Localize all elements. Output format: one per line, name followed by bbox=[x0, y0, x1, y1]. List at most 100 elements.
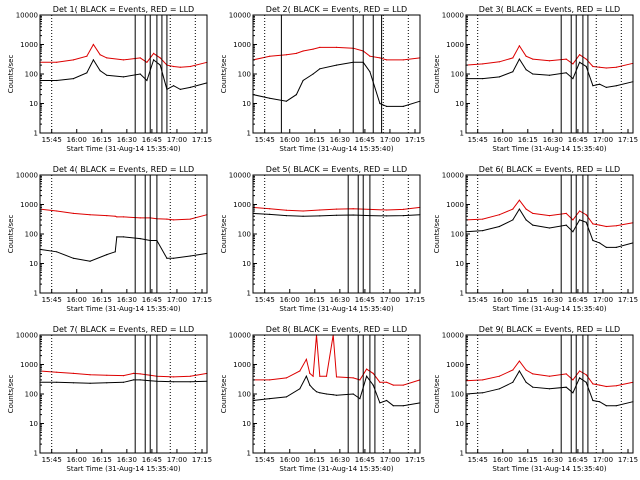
y-tick-label: 1 bbox=[247, 450, 251, 458]
data-point bbox=[525, 381, 527, 383]
y-tick-label: 1 bbox=[460, 450, 464, 458]
x-tick-label: 17:00 bbox=[380, 296, 400, 304]
y-tick-label: 1000 bbox=[233, 201, 251, 209]
data-point bbox=[525, 219, 527, 221]
y-tick-label: 10000 bbox=[229, 172, 251, 180]
data-point bbox=[89, 260, 91, 262]
data-point bbox=[269, 379, 271, 381]
data-point bbox=[512, 369, 514, 371]
data-point bbox=[548, 215, 551, 217]
y-axis-label: Counts/sec bbox=[433, 55, 441, 94]
data-point bbox=[599, 224, 601, 226]
data-point bbox=[518, 58, 521, 60]
data-point bbox=[72, 372, 74, 374]
x-tick-label: 16:30 bbox=[117, 136, 137, 144]
data-point bbox=[269, 97, 271, 99]
plot-frame bbox=[252, 334, 421, 454]
data-point bbox=[56, 210, 58, 212]
data-point bbox=[106, 74, 108, 76]
data-point bbox=[56, 251, 58, 253]
data-point bbox=[592, 383, 594, 385]
data-point bbox=[498, 214, 500, 216]
data-point bbox=[565, 58, 567, 60]
x-axis-label: Start Time (31-Aug-14 15:35:40) bbox=[66, 305, 180, 313]
data-point bbox=[122, 76, 125, 78]
data-point bbox=[99, 54, 101, 56]
x-axis-label: Start Time (31-Aug-14 15:35:40) bbox=[279, 145, 393, 153]
data-point bbox=[56, 79, 58, 82]
y-tick-label: 100 bbox=[25, 71, 38, 79]
x-tick-label: 16:45 bbox=[142, 136, 162, 144]
data-point bbox=[352, 393, 354, 395]
data-point bbox=[72, 382, 74, 384]
events-series-line bbox=[39, 236, 208, 262]
data-point bbox=[99, 70, 101, 72]
data-point bbox=[579, 219, 581, 221]
y-tick-label: 1 bbox=[460, 290, 464, 298]
data-point bbox=[525, 55, 527, 57]
data-point bbox=[572, 231, 574, 233]
data-point bbox=[295, 52, 297, 55]
y-tick-label: 10000 bbox=[16, 332, 38, 340]
data-point bbox=[122, 216, 125, 218]
y-axis-label: Counts/sec bbox=[220, 215, 228, 254]
data-point bbox=[173, 257, 175, 259]
data-point bbox=[565, 373, 567, 375]
data-point bbox=[402, 215, 404, 217]
x-tick-label: 16:15 bbox=[92, 136, 112, 144]
data-point bbox=[372, 372, 374, 374]
x-tick-label: 16:15 bbox=[518, 296, 538, 304]
data-point bbox=[319, 46, 321, 49]
x-tick-label: 16:00 bbox=[67, 296, 87, 304]
data-point bbox=[86, 55, 88, 57]
lld-series-line bbox=[465, 360, 634, 388]
x-tick-label: 16:15 bbox=[518, 136, 538, 144]
data-point bbox=[285, 377, 287, 379]
x-tick-label: 16:15 bbox=[92, 456, 112, 464]
data-point bbox=[512, 57, 514, 59]
x-tick-label: 16:45 bbox=[568, 296, 588, 304]
x-tick-label: 15:45 bbox=[42, 456, 62, 464]
x-tick-label: 17:15 bbox=[405, 296, 425, 304]
data-point bbox=[139, 217, 141, 219]
data-point bbox=[402, 405, 404, 407]
plot-frame bbox=[39, 334, 208, 454]
data-point bbox=[512, 71, 514, 73]
data-point bbox=[359, 379, 361, 381]
data-point bbox=[72, 257, 74, 259]
data-point bbox=[72, 59, 74, 61]
data-point bbox=[285, 209, 287, 211]
x-tick-label: 16:30 bbox=[543, 456, 563, 464]
data-point bbox=[402, 384, 404, 386]
data-point bbox=[153, 52, 155, 55]
x-tick-label: 16:45 bbox=[355, 136, 375, 144]
data-point bbox=[572, 219, 574, 221]
data-point bbox=[498, 225, 500, 228]
x-tick-label: 16:00 bbox=[493, 456, 513, 464]
x-tick-label: 16:15 bbox=[518, 456, 538, 464]
data-point bbox=[379, 402, 381, 404]
data-point bbox=[402, 59, 404, 61]
y-tick-label: 1 bbox=[34, 290, 38, 298]
data-point bbox=[379, 381, 381, 383]
data-point bbox=[285, 396, 287, 398]
data-point bbox=[482, 63, 484, 65]
plot-frame bbox=[252, 14, 421, 134]
data-point bbox=[532, 224, 534, 226]
data-point bbox=[89, 374, 91, 376]
y-tick-label: 10000 bbox=[229, 12, 251, 20]
detector-panel: Det 4( BLACK = Events, RED = LLD 1 10 100 10… bbox=[7, 165, 212, 313]
y-tick-label: 1000 bbox=[446, 361, 464, 369]
data-point bbox=[518, 360, 521, 362]
data-point bbox=[352, 377, 354, 379]
data-point bbox=[359, 398, 361, 400]
data-point bbox=[548, 60, 551, 62]
data-point bbox=[315, 391, 318, 393]
data-point bbox=[106, 254, 108, 256]
data-point bbox=[352, 208, 354, 210]
data-point bbox=[482, 230, 484, 232]
data-point bbox=[122, 375, 125, 377]
y-axis-label: Counts/sec bbox=[220, 375, 228, 414]
x-tick-label: 16:45 bbox=[568, 136, 588, 144]
x-tick-label: 16:45 bbox=[355, 296, 375, 304]
